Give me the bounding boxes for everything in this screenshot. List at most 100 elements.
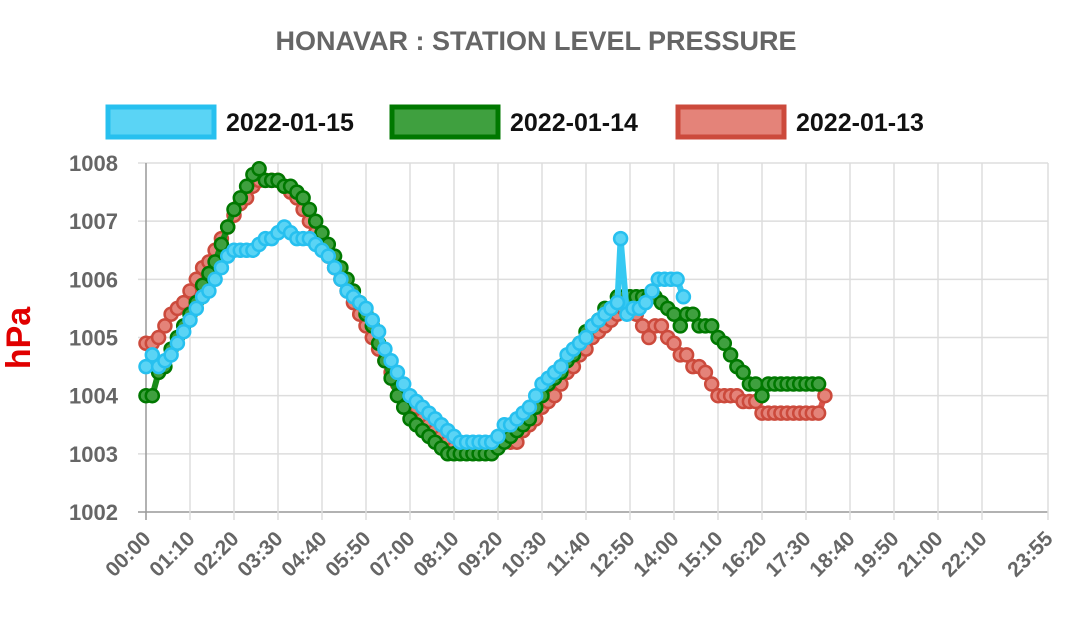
legend-swatch-2022-01-13 (675, 104, 787, 140)
x-tick-05-50: 05:50 (321, 527, 375, 581)
point-2022-01-15-40[interactable] (389, 364, 406, 381)
point-2022-01-14-85[interactable] (672, 318, 689, 334)
point-2022-01-14-16[interactable] (238, 178, 255, 195)
legend-item-2022-01-14[interactable]: 2022-01-14 (389, 104, 638, 140)
x-tick-22-10: 22:10 (937, 527, 991, 581)
x-axis-ticks: 00:0001:1002:2003:3004:4005:5007:0008:10… (101, 527, 1057, 581)
series-2022-01-15 (138, 219, 692, 450)
point-2022-01-13-82[interactable] (653, 318, 670, 334)
point-2022-01-15-41[interactable] (395, 376, 412, 392)
point-2022-01-15-81[interactable] (644, 283, 660, 299)
legend-label-2022-01-13: 2022-01-13 (796, 109, 924, 137)
point-2022-01-15-70[interactable] (578, 329, 594, 346)
x-tick-09-20: 09:20 (453, 527, 507, 581)
x-tick-23-55: 23:55 (1003, 527, 1057, 581)
point-2022-01-15-11[interactable] (207, 271, 223, 288)
point-2022-01-15-6[interactable] (175, 323, 192, 340)
point-2022-01-15-86[interactable] (675, 289, 692, 305)
point-2022-01-14-15[interactable] (232, 190, 249, 206)
point-2022-01-15-10[interactable] (201, 283, 217, 299)
point-2022-01-15-80[interactable] (637, 294, 654, 311)
point-2022-01-14-18[interactable] (251, 161, 267, 177)
x-tick-07-00: 07:00 (365, 527, 419, 581)
point-2022-01-15-35[interactable] (358, 300, 374, 317)
x-tick-10-30: 10:30 (497, 527, 551, 581)
point-2022-01-13-89[interactable] (697, 364, 714, 381)
legend[interactable]: 2022-01-15 2022-01-14 2022-01-13 (105, 104, 924, 140)
point-2022-01-15-85[interactable] (669, 271, 685, 288)
point-2022-01-15-38[interactable] (377, 341, 393, 357)
point-2022-01-15-4[interactable] (163, 347, 179, 363)
x-tick-17-30: 17:30 (761, 527, 815, 581)
point-2022-01-15-66[interactable] (553, 358, 569, 375)
point-2022-01-14-13[interactable] (219, 219, 236, 235)
point-2022-01-14-12[interactable] (213, 236, 230, 253)
point-2022-01-15-76[interactable] (612, 230, 629, 247)
point-2022-01-13-2[interactable] (150, 329, 167, 346)
series-layer (138, 161, 833, 462)
legend-label-2022-01-14: 2022-01-14 (510, 109, 638, 137)
point-2022-01-14-41[interactable] (395, 399, 412, 416)
point-2022-01-15-61[interactable] (521, 399, 538, 416)
point-2022-01-13-108[interactable] (817, 387, 833, 404)
point-2022-01-14-95[interactable] (735, 364, 751, 381)
point-2022-01-14-14[interactable] (226, 201, 242, 218)
y-tick-1002: 1002 (69, 500, 118, 525)
legend-item-2022-01-13[interactable]: 2022-01-13 (675, 104, 924, 140)
point-2022-01-15-8[interactable] (188, 300, 205, 317)
point-2022-01-13-84[interactable] (666, 335, 682, 352)
point-2022-01-15-29[interactable] (320, 248, 337, 264)
point-2022-01-14-87[interactable] (685, 306, 701, 322)
point-2022-01-15-7[interactable] (182, 312, 198, 328)
y-tick-1006: 1006 (69, 267, 118, 292)
legend-swatch-2022-01-14 (389, 104, 501, 140)
point-2022-01-13-90[interactable] (703, 376, 720, 392)
y-tick-1005: 1005 (69, 326, 118, 351)
legend-item-2022-01-15[interactable]: 2022-01-15 (105, 104, 354, 140)
y-tick-1004: 1004 (69, 384, 119, 409)
y-axis-label: hPa (0, 306, 38, 369)
point-2022-01-15-37[interactable] (370, 323, 387, 340)
point-2022-01-13-7[interactable] (182, 283, 198, 299)
x-tick-03-30: 03:30 (233, 527, 287, 581)
x-tick-01-10: 01:10 (145, 527, 199, 581)
point-2022-01-15-1[interactable] (144, 347, 161, 363)
point-2022-01-13-86[interactable] (678, 347, 695, 363)
x-tick-11-40: 11:40 (542, 527, 595, 580)
x-tick-15-10: 15:10 (673, 527, 727, 581)
point-2022-01-15-36[interactable] (364, 312, 381, 328)
y-tick-1003: 1003 (69, 442, 118, 467)
point-2022-01-14-25[interactable] (295, 190, 311, 206)
x-tick-02-20: 02:20 (189, 527, 243, 581)
point-2022-01-14-90[interactable] (703, 318, 720, 334)
point-2022-01-15-31[interactable] (333, 271, 349, 288)
point-2022-01-14-26[interactable] (301, 201, 318, 218)
x-tick-14-00: 14:00 (629, 527, 683, 581)
point-2022-01-15-62[interactable] (527, 387, 544, 404)
point-2022-01-14-107[interactable] (810, 376, 827, 392)
x-tick-21-00: 21:00 (893, 527, 947, 581)
point-2022-01-13-107[interactable] (810, 405, 827, 421)
point-2022-01-14-98[interactable] (754, 387, 770, 404)
x-tick-00-00: 00:00 (101, 527, 155, 581)
point-2022-01-14-1[interactable] (144, 387, 161, 404)
x-tick-12-50: 12:50 (585, 527, 639, 581)
x-tick-19-50: 19:50 (849, 527, 903, 581)
x-tick-16-20: 16:20 (717, 527, 771, 581)
point-2022-01-13-3[interactable] (157, 318, 173, 334)
point-2022-01-14-93[interactable] (722, 347, 739, 363)
point-2022-01-14-27[interactable] (307, 213, 324, 229)
point-2022-01-15-12[interactable] (213, 259, 230, 276)
y-axis-ticks: 1002 1003 1004 1005 1006 1007 1008 (69, 151, 119, 525)
point-2022-01-14-92[interactable] (716, 335, 733, 352)
point-2022-01-15-5[interactable] (169, 335, 186, 352)
legend-swatch-2022-01-15 (105, 104, 217, 140)
point-2022-01-15-75[interactable] (609, 294, 626, 311)
point-2022-01-15-56[interactable] (490, 428, 506, 445)
point-2022-01-15-30[interactable] (326, 259, 343, 276)
point-2022-01-13-80[interactable] (641, 329, 657, 346)
point-2022-01-15-39[interactable] (383, 353, 399, 369)
y-tick-1008: 1008 (69, 151, 118, 176)
point-2022-01-14-28[interactable] (314, 225, 330, 241)
